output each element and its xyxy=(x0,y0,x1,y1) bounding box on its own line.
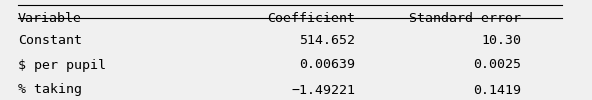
Text: Variable: Variable xyxy=(18,12,82,25)
Text: Constant: Constant xyxy=(18,34,82,46)
Text: $ per pupil: $ per pupil xyxy=(18,58,106,72)
Text: 0.00639: 0.00639 xyxy=(299,58,355,72)
Text: 0.1419: 0.1419 xyxy=(473,84,521,96)
Text: 10.30: 10.30 xyxy=(481,34,521,46)
Text: Standard error: Standard error xyxy=(409,12,521,25)
Text: 514.652: 514.652 xyxy=(299,34,355,46)
Text: % taking: % taking xyxy=(18,84,82,96)
Text: 0.0025: 0.0025 xyxy=(473,58,521,72)
Text: Coefficient: Coefficient xyxy=(267,12,355,25)
Text: −1.49221: −1.49221 xyxy=(291,84,355,96)
